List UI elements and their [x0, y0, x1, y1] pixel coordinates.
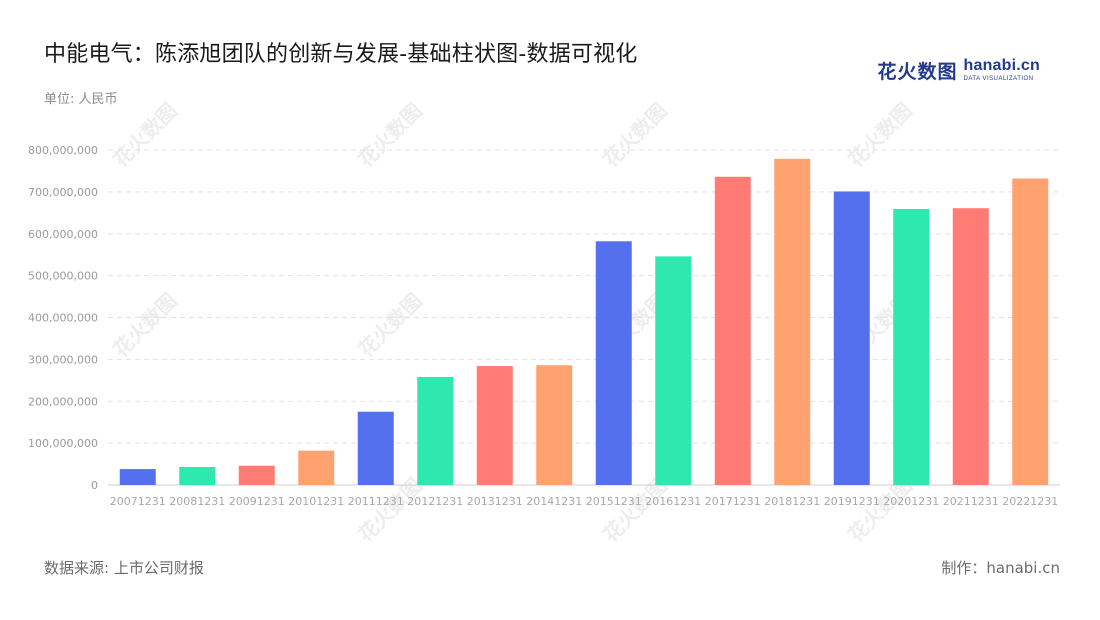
- y-tick-label: 400,000,000: [28, 312, 98, 325]
- x-tick-label: 20071231: [110, 495, 166, 508]
- x-tick-label: 20211231: [943, 495, 999, 508]
- x-tick-label: 20161231: [645, 495, 701, 508]
- watermark-text: 花火数图: [108, 288, 182, 362]
- y-tick-label: 300,000,000: [28, 353, 98, 366]
- chart-title: 中能电气：陈添旭团队的创新与发展-基础柱状图-数据可视化: [44, 42, 638, 67]
- y-axis: 0 100,000,000 200,000,000 300,000,000 400,00…: [28, 144, 98, 492]
- x-tick-label: 20081231: [169, 495, 225, 508]
- watermark-text: 花火数图: [598, 98, 672, 172]
- data-source: 数据来源: 上市公司财报: [44, 559, 204, 577]
- x-tick-label: 20111231: [348, 495, 404, 508]
- bar-20221231: [1012, 178, 1049, 485]
- x-tick-label: 20151231: [586, 495, 642, 508]
- x-tick-label: 20101231: [288, 495, 344, 508]
- bar-20081231: [179, 466, 216, 485]
- watermark-text: 花火数图: [108, 98, 182, 172]
- bar-20181231: [774, 158, 811, 485]
- y-tick-label: 500,000,000: [28, 270, 98, 283]
- logo-en: hanabi.cn DATA VISUALIZATION: [963, 57, 1040, 83]
- watermark-text: 花火数图: [843, 98, 917, 172]
- watermark-text: 花火数图: [353, 288, 427, 362]
- y-tick-label: 0: [91, 479, 98, 492]
- logo-cn-text: 花火数图: [877, 61, 958, 83]
- bar-20161231: [655, 256, 692, 485]
- x-tick-label: 20121231: [407, 495, 463, 508]
- y-tick-label: 800,000,000: [28, 144, 98, 157]
- x-tick-label: 20131231: [467, 495, 523, 508]
- bar-20201231: [893, 209, 930, 485]
- logo-en-text: hanabi.cn: [963, 57, 1040, 74]
- bar-20091231: [238, 465, 275, 485]
- x-tick-label: 20171231: [705, 495, 761, 508]
- bar-20121231: [417, 376, 454, 485]
- logo-en-subtext: DATA VISUALIZATION: [963, 76, 1034, 82]
- y-tick-label: 200,000,000: [28, 395, 98, 408]
- bar-20111231: [357, 411, 394, 485]
- bar-20131231: [476, 366, 513, 485]
- bar-20141231: [536, 365, 573, 485]
- y-tick-label: 100,000,000: [28, 437, 98, 450]
- bars: [119, 158, 1049, 486]
- x-axis: 20071231 20081231 20091231 20101231 20111231…: [110, 495, 1059, 508]
- bar-20171231: [714, 176, 751, 486]
- x-tick-label: 20191231: [824, 495, 880, 508]
- x-tick-label: 20141231: [526, 495, 582, 508]
- bar-20071231: [119, 469, 156, 485]
- y-tick-label: 700,000,000: [28, 186, 98, 199]
- y-tick-label: 600,000,000: [28, 228, 98, 241]
- bar-20191231: [833, 191, 870, 486]
- x-tick-label: 20091231: [229, 495, 285, 508]
- watermark-text: 花火数图: [353, 98, 427, 172]
- unit-label: 单位: 人民币: [44, 92, 118, 107]
- brand-logo: 花火数图 hanabi.cn DATA VISUALIZATION: [877, 57, 1041, 83]
- x-tick-label: 20201231: [883, 495, 939, 508]
- x-tick-label: 20181231: [764, 495, 820, 508]
- bar-20151231: [595, 241, 632, 485]
- bar-20101231: [298, 450, 335, 485]
- credit-label: 制作：hanabi.cn: [941, 559, 1060, 577]
- x-tick-label: 20221231: [1002, 495, 1058, 508]
- bar-20211231: [952, 208, 989, 486]
